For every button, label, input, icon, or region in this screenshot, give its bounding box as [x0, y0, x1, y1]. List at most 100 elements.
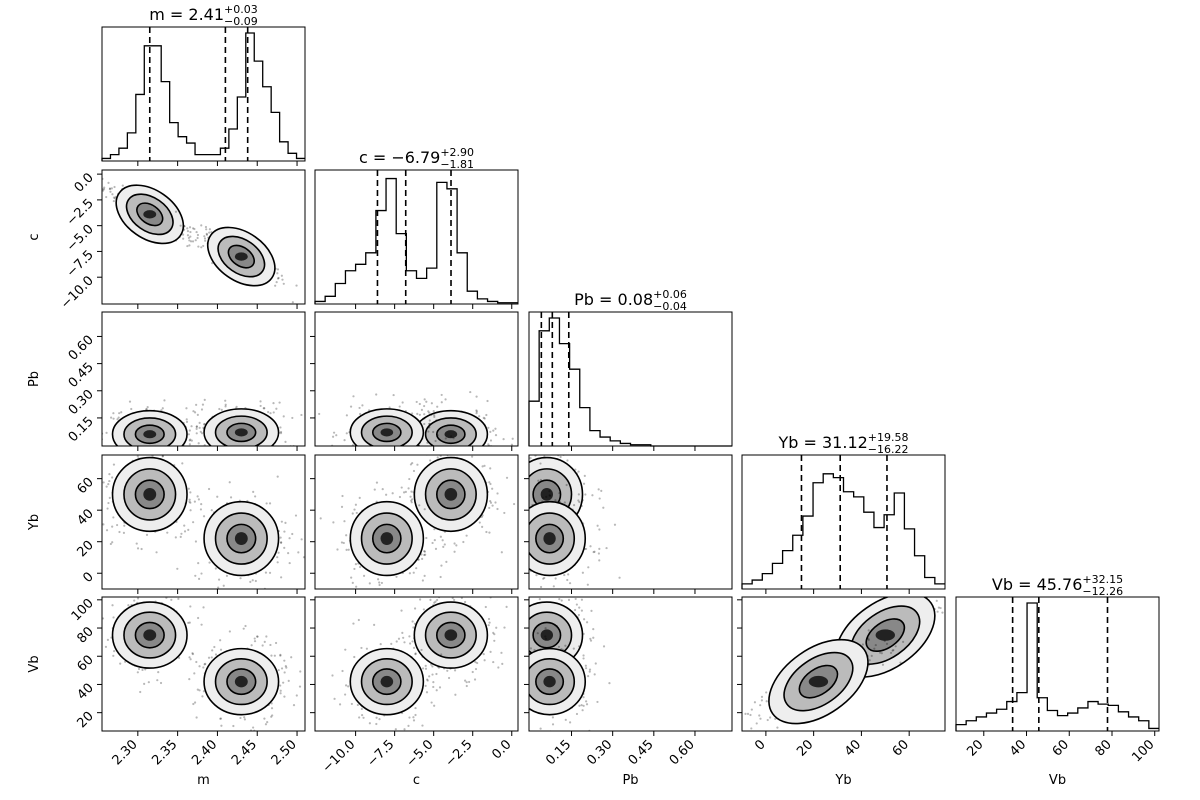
scatter-point	[375, 452, 377, 454]
scatter-point	[172, 586, 174, 588]
scatter-point	[465, 681, 468, 684]
scatter-point	[586, 583, 589, 586]
scatter-point	[375, 481, 379, 484]
scatter-point	[238, 450, 240, 452]
scatter-point	[107, 483, 110, 486]
scatter-point	[494, 670, 496, 672]
scatter-point	[131, 452, 133, 454]
scatter-point	[575, 603, 578, 606]
scatter-point	[358, 716, 361, 719]
scatter-point	[195, 425, 198, 428]
scatter-point	[187, 448, 189, 450]
scatter-point	[185, 407, 188, 410]
scatter-point	[536, 632, 539, 635]
scatter-point	[519, 718, 521, 720]
scatter-point	[210, 509, 213, 512]
scatter-point	[256, 635, 259, 638]
scatter-panel-m-Vb	[93, 586, 306, 732]
scatter-point	[279, 541, 283, 544]
scatter-point	[433, 601, 436, 604]
scatter-point	[544, 627, 547, 630]
scatter-point	[525, 690, 527, 692]
scatter-point	[532, 499, 536, 502]
scatter-point	[554, 577, 557, 580]
scatter-point	[519, 674, 521, 676]
scatter-panel-Pb-Yb	[509, 434, 733, 590]
scatter-point	[559, 450, 561, 452]
scatter-point	[184, 502, 187, 505]
scatter-point	[353, 567, 356, 571]
scatter-point	[394, 460, 396, 462]
scatter-point	[380, 581, 384, 585]
scatter-point	[388, 446, 390, 448]
scatter-point	[418, 402, 421, 406]
scatter-point	[440, 653, 443, 656]
scatter-point	[442, 545, 445, 548]
scatter-point	[452, 437, 455, 440]
scatter-point	[582, 482, 586, 485]
scatter-point	[598, 559, 601, 562]
scatter-point	[538, 434, 540, 436]
scatter-point	[509, 569, 511, 571]
title-Pb: Pb = 0.08+0.06	[574, 288, 687, 309]
scatter-point	[273, 450, 275, 452]
scatter-point	[456, 450, 458, 452]
scatter-point	[193, 701, 197, 704]
scatter-point	[93, 674, 95, 676]
scatter-point	[276, 272, 279, 275]
scatter-point	[468, 680, 471, 684]
scatter-point	[593, 673, 596, 676]
scatter-point	[514, 462, 516, 464]
scatter-point	[273, 654, 276, 657]
scatter-point	[180, 532, 183, 535]
scatter-point	[426, 679, 429, 682]
scatter-point	[405, 456, 407, 458]
scatter-panel-c-Pb	[314, 311, 519, 462]
scatter-point	[382, 452, 384, 454]
scatter-point	[375, 448, 377, 450]
scatter-point	[440, 564, 443, 567]
scatter-point	[930, 589, 932, 591]
scatter-point	[288, 561, 291, 565]
scatter-point	[589, 639, 593, 642]
scatter-point	[512, 502, 516, 506]
scatter-point	[171, 451, 173, 453]
scatter-point	[343, 439, 346, 442]
scatter-point	[433, 528, 436, 531]
scatter-point	[202, 606, 205, 609]
scatter-point	[427, 426, 430, 429]
scatter-point	[111, 604, 114, 607]
scatter-point	[232, 724, 235, 728]
scatter-point	[430, 402, 433, 405]
scatter-point	[275, 281, 278, 284]
panel-frame	[528, 596, 733, 732]
scatter-point	[492, 429, 495, 432]
scatter-point	[520, 655, 522, 657]
scatter-point	[136, 597, 140, 600]
y-tick-label: 100	[69, 596, 97, 624]
scatter-point	[298, 685, 302, 688]
y-tick-label: 60	[75, 652, 97, 674]
scatter-point	[511, 508, 513, 510]
scatter-point	[165, 451, 167, 453]
scatter-point	[414, 706, 417, 710]
scatter-point	[357, 618, 360, 622]
scatter-point	[526, 482, 528, 484]
scatter-point	[136, 455, 139, 458]
x-tick-label: 0.60	[667, 737, 698, 768]
scatter-point	[283, 659, 286, 662]
scatter-point	[527, 544, 529, 546]
scatter-point	[185, 420, 189, 423]
scatter-point	[171, 425, 174, 428]
scatter-point	[411, 462, 414, 465]
y-tick-label: 80	[75, 624, 97, 646]
scatter-point	[453, 542, 456, 545]
scatter-point	[189, 438, 192, 441]
scatter-point	[426, 447, 428, 449]
scatter-point	[204, 662, 207, 665]
histogram-panel-Pb	[528, 311, 733, 447]
scatter-point	[551, 716, 555, 719]
scatter-point	[206, 592, 208, 594]
scatter-point	[483, 417, 486, 420]
scatter-point	[355, 511, 358, 515]
